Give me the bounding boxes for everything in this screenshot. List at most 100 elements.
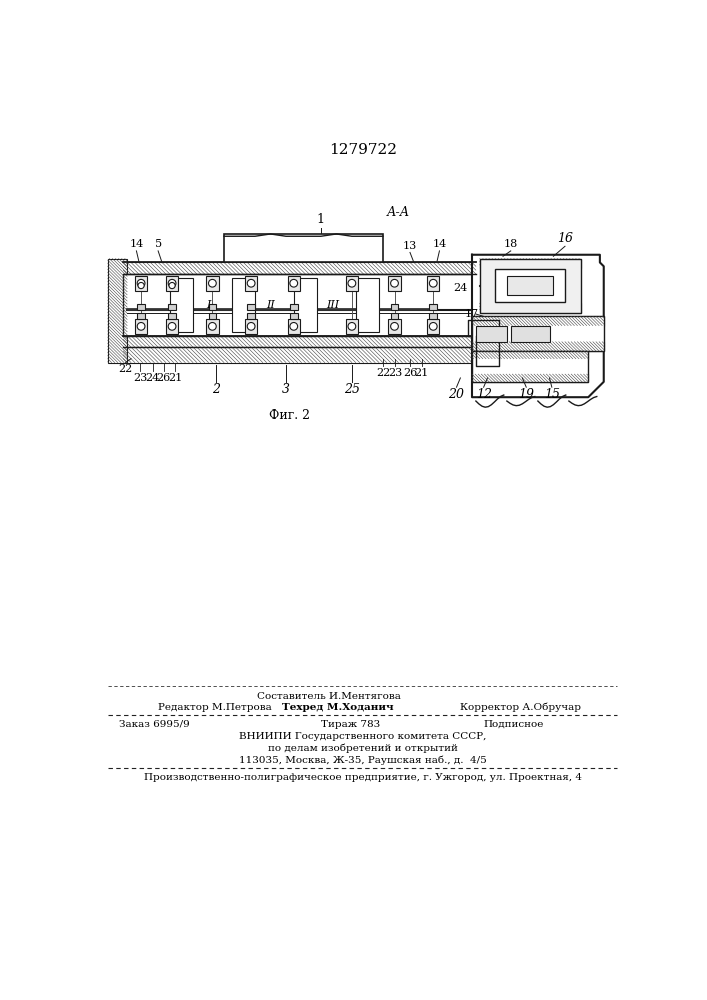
Bar [480,259,580,312]
Bar [209,313,216,319]
Bar [472,374,588,382]
Text: 22: 22 [119,364,133,374]
Bar [427,276,440,291]
Bar [288,276,300,291]
Text: 24: 24 [146,373,160,383]
Bar [476,326,507,342]
Bar [206,276,218,291]
Text: Производственно-полиграфическое предприятие, г. Ужгород, ул. Проектная, 4: Производственно-полиграфическое предприя… [144,773,582,782]
Text: 1279722: 1279722 [329,143,397,157]
Bar [168,304,176,310]
Circle shape [209,279,216,287]
Circle shape [168,279,176,287]
Bar [293,278,317,332]
Bar [346,276,358,291]
Bar [510,326,549,342]
Bar [135,319,147,334]
Bar [247,304,255,310]
Bar [507,276,554,295]
Bar [391,304,398,310]
Bar [472,316,604,351]
Text: 17: 17 [465,309,479,319]
Text: III: III [326,300,339,310]
Bar [245,276,257,291]
Text: Тираж 783: Тираж 783 [321,720,380,729]
Bar [346,319,358,334]
Text: 12: 12 [476,388,491,401]
Text: Фиг. 2: Фиг. 2 [269,409,310,422]
Text: 23: 23 [388,368,402,378]
Text: 18: 18 [503,239,518,249]
Bar [554,269,565,302]
Circle shape [348,279,356,287]
Bar [290,304,298,310]
Bar [170,278,193,332]
Polygon shape [472,255,604,397]
Bar [429,313,437,319]
Circle shape [209,323,216,330]
Bar [388,276,401,291]
Circle shape [429,279,437,287]
Bar [472,316,604,326]
Text: Техред М.Ходанич: Техред М.Ходанич [282,703,394,712]
Text: 14: 14 [432,239,447,249]
Bar [166,276,178,291]
Bar [472,351,588,359]
Circle shape [429,323,437,330]
Bar [472,342,604,351]
Bar [427,319,440,334]
Circle shape [168,323,176,330]
Bar [480,259,580,268]
Bar [123,336,476,347]
Circle shape [391,279,398,287]
Bar [232,278,255,332]
Bar [288,319,300,334]
Bar [388,319,401,334]
Circle shape [247,323,255,330]
Bar [429,304,437,310]
Text: 20: 20 [448,388,464,401]
Text: 13: 13 [403,241,417,251]
Bar [107,259,127,363]
Text: по делам изобретений и открытий: по делам изобретений и открытий [268,744,457,753]
Text: Составитель И.Ментягова: Составитель И.Ментягова [257,692,401,701]
Text: 5: 5 [155,239,162,249]
Text: 25: 25 [344,383,360,396]
Text: 2: 2 [212,383,221,396]
Text: 22: 22 [375,368,390,378]
Circle shape [290,279,298,287]
Circle shape [247,279,255,287]
Bar [123,274,476,336]
Text: 19: 19 [518,388,534,401]
Circle shape [290,323,298,330]
Text: 24: 24 [453,283,467,293]
Bar [356,278,379,332]
Text: I: I [206,300,211,310]
Bar [224,234,383,262]
Bar [245,319,257,334]
Text: Корректор А.Обручар: Корректор А.Обручар [460,703,581,712]
Bar [391,313,398,319]
Bar [209,304,216,310]
Bar [123,262,476,274]
Bar [495,269,565,302]
Text: 21: 21 [168,373,182,383]
Circle shape [137,323,145,330]
Text: 1: 1 [317,213,325,226]
Text: 21: 21 [414,368,428,378]
Text: 15: 15 [544,388,560,401]
Bar [480,303,580,312]
Bar [472,351,588,382]
Text: Подписное: Подписное [484,720,544,729]
Text: 26: 26 [403,368,417,378]
Text: Заказ 6995/9: Заказ 6995/9 [119,720,190,729]
Text: 113035, Москва, Ж-35, Раушская наб., д.  4/5: 113035, Москва, Ж-35, Раушская наб., д. … [239,755,486,765]
Text: 16: 16 [557,232,573,245]
Text: 14: 14 [129,239,144,249]
Bar [206,319,218,334]
Circle shape [169,282,175,289]
Text: 23: 23 [133,373,148,383]
Bar [290,313,298,319]
Bar [123,347,499,363]
Bar [137,313,145,319]
